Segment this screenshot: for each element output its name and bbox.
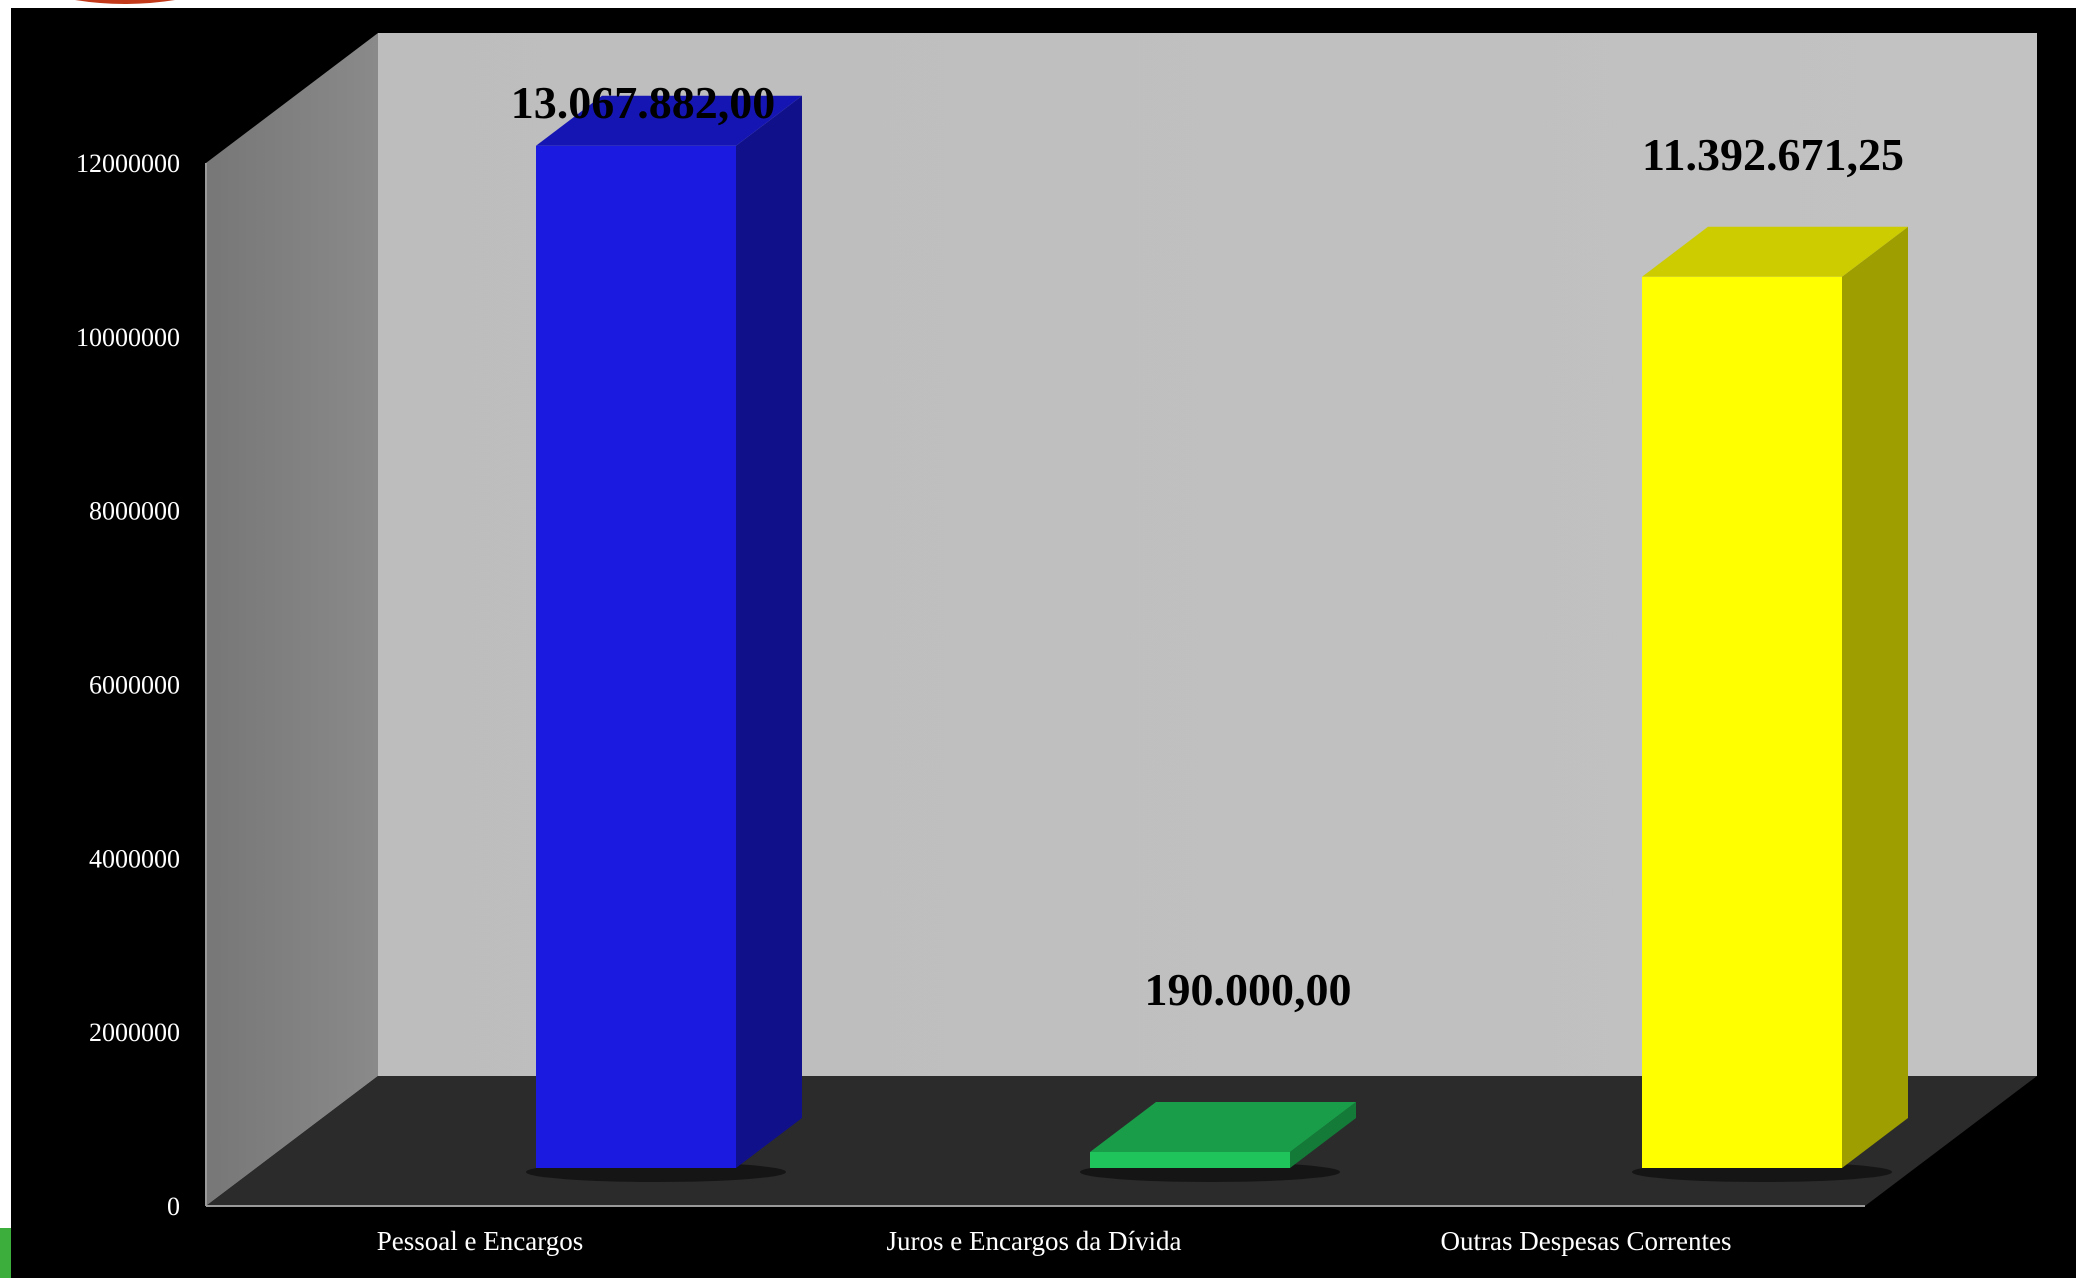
- logo-fragment: [75, 0, 175, 4]
- bar-side-face: [1290, 1102, 1356, 1168]
- bars-group: [526, 95, 1908, 1182]
- bar: [526, 95, 802, 1182]
- side-wall: [206, 33, 378, 1206]
- y-tick-label: 2000000: [89, 1018, 180, 1047]
- y-tick-label: 0: [167, 1192, 180, 1221]
- y-tick-label: 10000000: [76, 323, 180, 352]
- data-label: 11.392.671,25: [1642, 129, 1904, 180]
- y-tick-label: 4000000: [89, 844, 180, 873]
- left-white-strip: [0, 0, 11, 1278]
- x-tick-label: Outras Despesas Correntes: [1441, 1226, 1732, 1256]
- y-tick-label: 8000000: [89, 497, 180, 526]
- bar-side-face: [1842, 226, 1908, 1168]
- y-tick-label: 6000000: [89, 671, 180, 700]
- bar-top-face: [1642, 226, 1908, 277]
- green-edge-mark: [0, 1228, 11, 1278]
- bar: [1080, 1102, 1356, 1182]
- bar: [1632, 226, 1908, 1182]
- x-tick-label: Juros e Encargos da Dívida: [887, 1226, 1182, 1256]
- y-tick-label: 12000000: [76, 149, 180, 178]
- data-label: 13.067.882,00: [511, 77, 776, 128]
- top-white-strip: [0, 0, 2085, 8]
- data-label: 190.000,00: [1145, 964, 1352, 1015]
- x-axis-tick-labels: Pessoal e Encargos Juros e Encargos da Dí…: [377, 1226, 1732, 1256]
- bar-top-face: [536, 95, 802, 146]
- y-axis-tick-labels: 0 2000000 4000000 6000000 8000000 10000000 120…: [76, 149, 180, 1221]
- right-white-strip: [2076, 0, 2085, 1278]
- bar-top-face: [1090, 1102, 1356, 1152]
- bar-front-face: [536, 145, 736, 1169]
- bar-front-face: [1090, 1152, 1290, 1168]
- data-labels-group: 13.067.882,00 190.000,00 11.392.671,25: [511, 77, 1904, 1015]
- bar-side-face: [736, 95, 802, 1169]
- bar-front-face: [1642, 276, 1842, 1168]
- x-tick-label: Pessoal e Encargos: [377, 1226, 583, 1256]
